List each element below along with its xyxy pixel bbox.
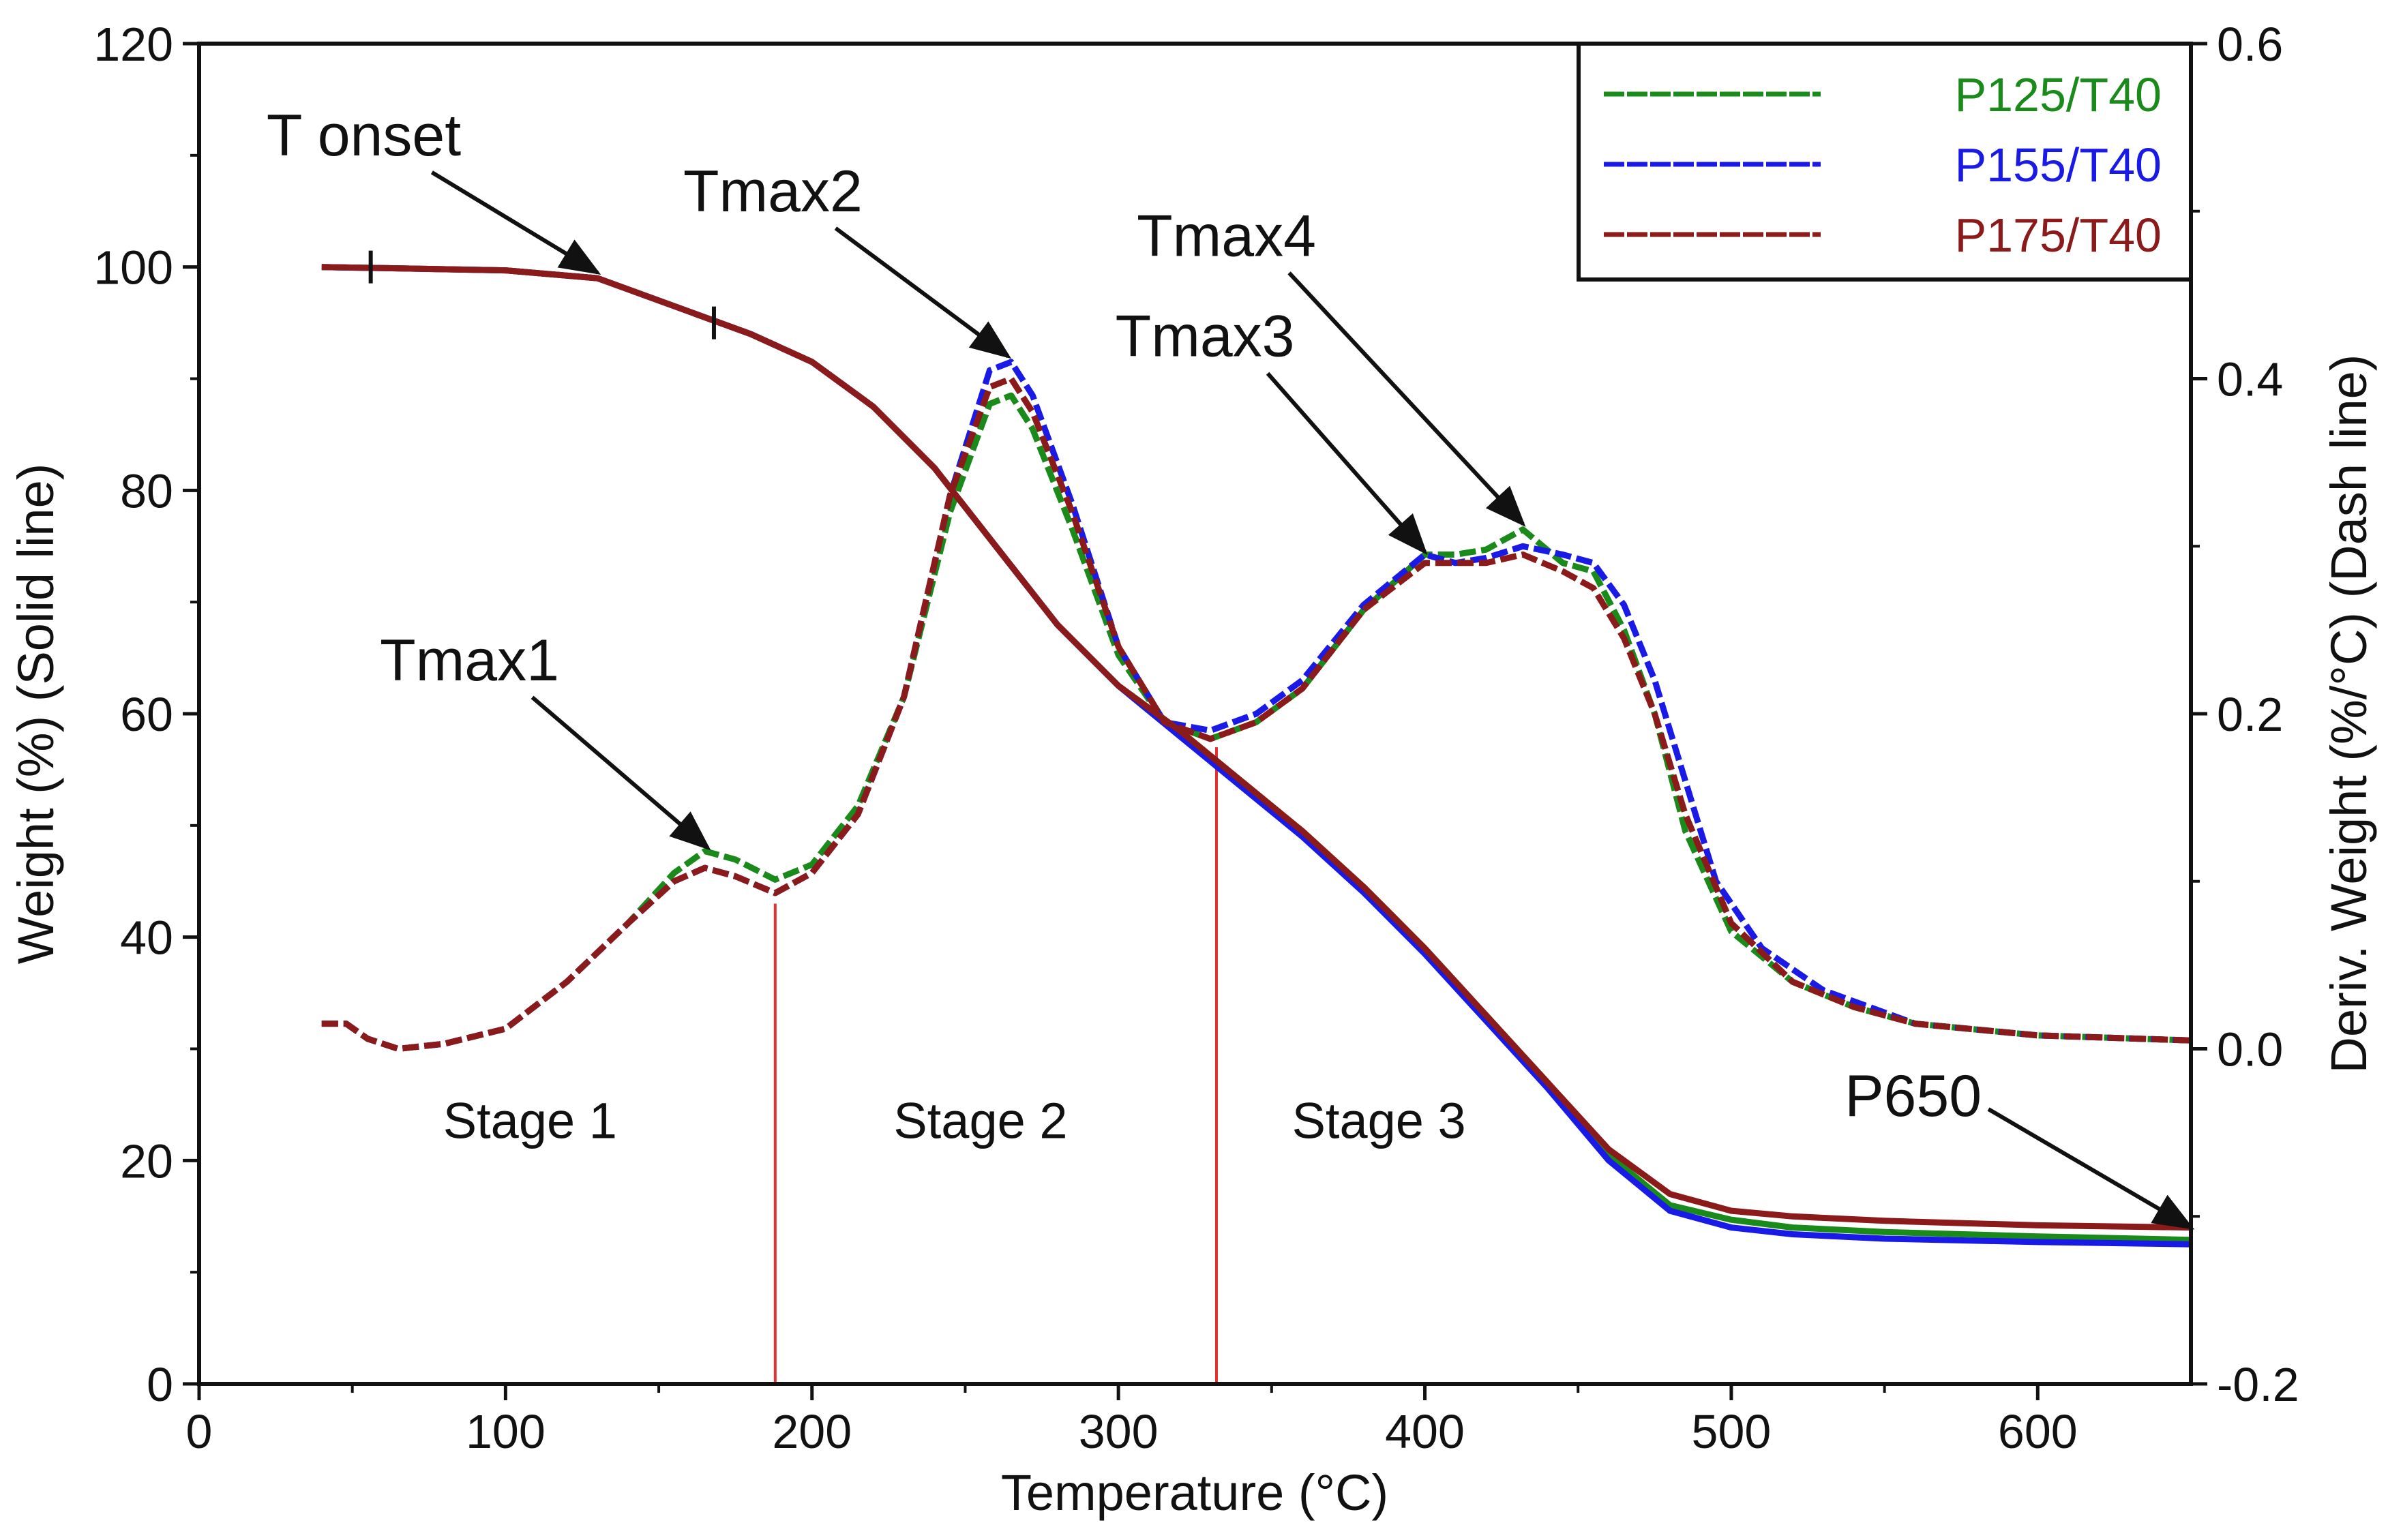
y-left-axis-title: Weight (%) (Solid line): [8, 464, 64, 965]
y-left-tick-label: 0: [147, 1358, 173, 1411]
annotation-arrow: [1266, 372, 1428, 555]
x-tick-label: 200: [772, 1405, 852, 1458]
x-tick-label: 600: [1998, 1405, 2078, 1458]
y-right-tick-label: -0.2: [2217, 1358, 2299, 1411]
annotation-label: Tmax3: [1116, 304, 1295, 369]
x-axis-title: Temperature (°C): [1001, 1464, 1388, 1521]
legend-entry: P155/T40: [1954, 138, 2162, 192]
legend-entry: P175/T40: [1954, 209, 2162, 262]
y-right-tick-label: 0.4: [2217, 353, 2283, 406]
y-left-tick-label: 60: [120, 688, 173, 741]
y-right-tick-label: 0.0: [2217, 1023, 2283, 1076]
annotation-label: Tmax1: [380, 628, 559, 693]
stage-label: Stage 3: [1292, 1093, 1466, 1149]
y-left-tick-label: 40: [120, 911, 173, 965]
legend: P125/T40 P155/T40 P175/T40: [1577, 42, 2193, 282]
y-left-tick-label: 120: [93, 18, 173, 71]
annotation-label: Tmax2: [683, 159, 863, 224]
weight-line: [321, 264, 2192, 1231]
x-tick-label: 500: [1692, 1405, 1772, 1458]
x-tick-label: 300: [1079, 1405, 1159, 1458]
y-left-tick-label: 80: [120, 464, 173, 517]
annotation-arrow: [1287, 271, 1526, 527]
x-tick-label: 100: [466, 1405, 546, 1458]
annotation-arrow: [1987, 1107, 2195, 1230]
y-left-tick-label: 20: [120, 1134, 173, 1188]
annotation-arrow: [531, 695, 711, 851]
y-right-tick-label: 0.6: [2217, 18, 2283, 71]
y-left-tick-label: 100: [93, 241, 173, 295]
stage-label: Stage 1: [443, 1093, 617, 1149]
annotation-label: Tmax4: [1137, 203, 1316, 269]
legend-entry: P125/T40: [1954, 68, 2162, 121]
annotation-label: T onset: [267, 103, 461, 168]
y-right-axis-title: Deriv. Weight (%/°C) (Dash line): [2320, 354, 2377, 1074]
legend-box: [1577, 42, 2193, 282]
deriv-dash-line: [321, 376, 2192, 1052]
annotation-arrow: [430, 170, 601, 275]
deriv-dash-line: [321, 392, 2192, 1052]
annotation-arrow: [834, 226, 1012, 359]
x-tick-label: 0: [186, 1405, 213, 1458]
stage-label: Stage 2: [893, 1093, 1067, 1149]
annotation-label: P650: [1845, 1063, 1982, 1129]
x-tick-label: 400: [1385, 1405, 1465, 1458]
y-right-tick-label: 0.2: [2217, 688, 2283, 741]
